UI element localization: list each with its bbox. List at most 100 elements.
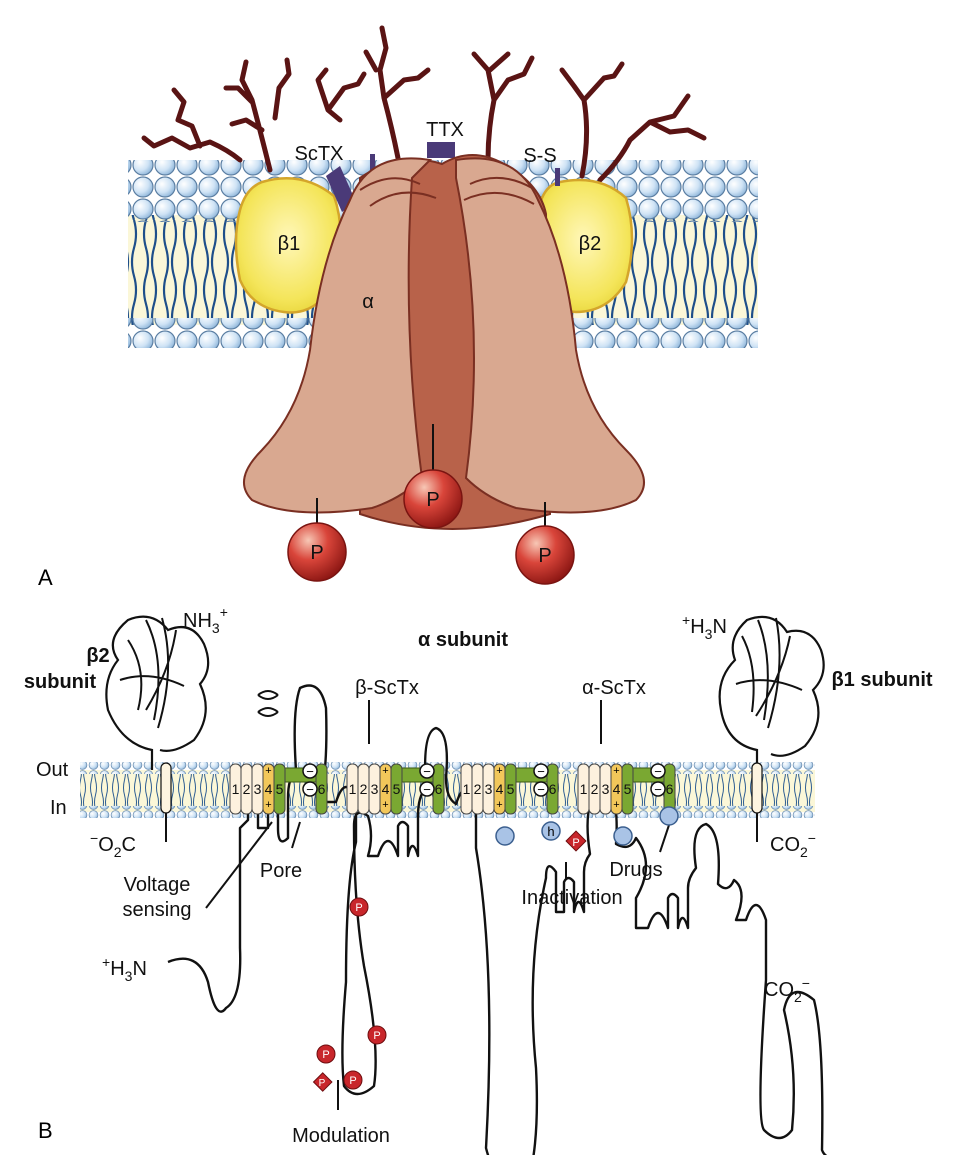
h3n-right-main: H <box>690 616 704 638</box>
nh3-left-sub: 3 <box>212 620 220 636</box>
panel-a-label: A <box>38 565 53 590</box>
h3n-right-end: N <box>712 616 726 638</box>
phosphate-site <box>367 1025 387 1045</box>
h3n-alpha-label: +H3N <box>102 954 147 984</box>
phosphate-marker <box>287 522 347 582</box>
h3n-alpha-sub: 3 <box>125 968 133 984</box>
co2-alpha-sup: − <box>802 975 810 991</box>
panel-b: Out In β2 subunit NH3+ −O2C β1 subunit <box>24 604 933 1155</box>
tm-domain: 1 2 3 4 + +5 6− − <box>460 763 559 815</box>
tm-segment <box>621 763 634 815</box>
o2c-main: O <box>98 834 114 856</box>
voltage-sensor-charge: + <box>613 765 619 777</box>
tm-segment-number: 1 <box>580 781 588 797</box>
co2-alpha-label: CO2− <box>764 975 810 1005</box>
phosphate-site <box>343 1070 363 1090</box>
tm-domains: 1 2 3 4++5 6−− 1 2 3 4++5 6−− 1 2 3 4++5 6−− 1 2 3 4++5 6−− <box>229 763 676 815</box>
selectivity-ring-charge: − <box>423 782 431 797</box>
sctx-marker <box>326 166 356 212</box>
voltage-sensor-charge: + <box>265 765 271 777</box>
tm-segment-number: 1 <box>349 781 357 797</box>
inactivation-label: Inactivation <box>521 887 622 909</box>
tm-segment <box>273 763 286 815</box>
beta-sctx-label: β-ScTx <box>355 677 419 699</box>
nh3-left-main: NH <box>183 610 212 632</box>
receptor-site <box>495 826 515 846</box>
selectivity-ring-charge: − <box>306 764 314 779</box>
selectivity-ring <box>650 763 666 779</box>
phosphate-diamond <box>312 1072 333 1092</box>
phosphate-site <box>316 1044 336 1064</box>
phosphate-label: P <box>310 542 323 564</box>
h3n-right-sub: 3 <box>705 626 713 642</box>
phosphate-diamond-label: P <box>319 1078 326 1089</box>
sctx-small-marker <box>370 154 375 172</box>
tm-segment-number: 1 <box>463 781 471 797</box>
tm-segment-number: 4 <box>496 781 504 797</box>
glycosylation-chains <box>141 25 707 183</box>
tm-segment-number: 2 <box>474 781 482 797</box>
out-label: Out <box>36 759 69 781</box>
co2-right-main: CO <box>770 834 800 856</box>
ss-label: S-S <box>523 145 556 167</box>
phosphate-site-label: P <box>322 1049 329 1061</box>
o2c-sub: 2 <box>114 844 122 860</box>
ss-marker <box>555 168 560 186</box>
co2-right-sup: − <box>808 830 816 846</box>
voltage-sensor-charge: + <box>613 799 619 811</box>
tm-domain: 1 2 3 4 + +5 6− − <box>229 763 328 815</box>
tm-segment-number: 2 <box>243 781 251 797</box>
beta1-subunit-b: β1 subunit <box>718 615 933 842</box>
tm-segment-number: 6 <box>318 781 326 797</box>
voltage-sensor-charge: + <box>382 765 388 777</box>
tm-segment-number: 2 <box>360 781 368 797</box>
voltage-sensing-label-1: Voltage <box>124 874 191 896</box>
alpha-subunit-title: α subunit <box>418 629 508 651</box>
tm-segment-number: 3 <box>485 781 493 797</box>
tm-segment-number: 4 <box>265 781 273 797</box>
tm-domain: 1 2 3 4 + +5 6− − <box>346 763 445 815</box>
nh3-left-label: NH3+ <box>183 604 228 636</box>
tm-segment-number: 6 <box>435 781 443 797</box>
phosphate-diamond <box>565 830 587 852</box>
inactivation-gate-label: h <box>547 824 554 839</box>
voltage-sensing-label-2: sensing <box>123 899 192 921</box>
nh3-left-sup: + <box>220 604 228 620</box>
drugs-label: Drugs <box>609 859 662 881</box>
tm-segment-number: 2 <box>591 781 599 797</box>
tm-segment <box>504 763 517 815</box>
phosphate-site-label: P <box>373 1030 380 1042</box>
selectivity-ring-charge: − <box>423 764 431 779</box>
phosphate-marker <box>515 525 575 585</box>
phosphate-site-label: P <box>355 902 362 914</box>
tm-segment-number: 5 <box>507 781 515 797</box>
tm-segment-number: 5 <box>393 781 401 797</box>
tm-segment-number: 5 <box>624 781 632 797</box>
modulation-label: Modulation <box>292 1125 390 1147</box>
sctx-label: ScTX <box>295 143 344 165</box>
receptor-sites <box>495 806 679 846</box>
panel-b-label: B <box>38 1118 53 1143</box>
phosphate-label: P <box>538 545 551 567</box>
tm-segment-number: 4 <box>613 781 621 797</box>
pointer-lines <box>205 821 671 1110</box>
h3n-right-sup: + <box>682 612 690 628</box>
alpha-chain <box>167 684 828 1155</box>
o2c-left-label: −O2C <box>90 830 136 860</box>
phosphates-b: P P P P P <box>312 897 387 1092</box>
toxin-markers <box>326 142 560 212</box>
receptor-site <box>659 806 679 826</box>
o2c-end: C <box>122 834 136 856</box>
glycosylation-forks <box>257 690 279 717</box>
h3n-alpha-main: H <box>110 958 124 980</box>
ttx-marker <box>427 142 455 158</box>
h3n-right-label: +H3N <box>682 612 727 642</box>
co2-alpha-main: CO <box>764 979 794 1001</box>
panel-a: β1 β2 α ScTX TTX S-S P <box>38 25 758 590</box>
selectivity-ring <box>533 763 549 779</box>
h3n-alpha-end: N <box>132 958 146 980</box>
phosphate-marker <box>403 469 463 529</box>
selectivity-ring <box>419 763 435 779</box>
beta1-title-b: β1 subunit <box>831 669 932 691</box>
phosphate-diamond-label: P <box>572 837 579 849</box>
